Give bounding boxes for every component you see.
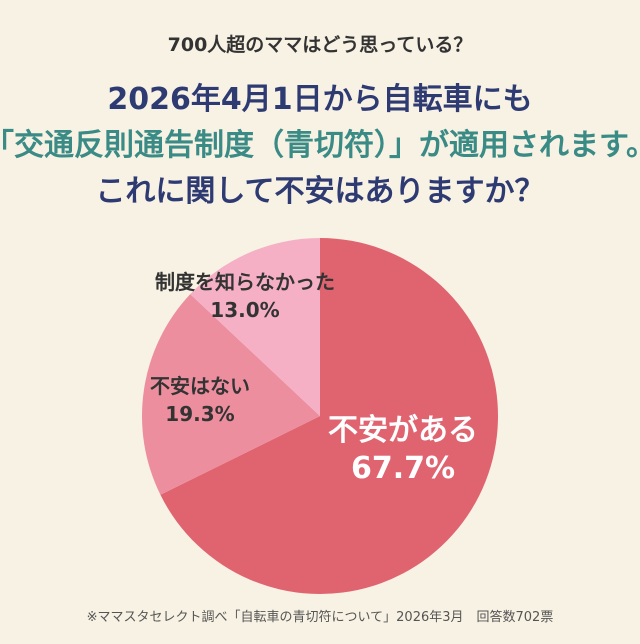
- survey-subtitle: 700人超のママはどう思っている？: [167, 34, 473, 56]
- title-line-2: 「交通反則通告制度（青切符）」が適用されます。: [0, 120, 640, 164]
- slice-label-not-anxious: 不安はない 19.3%: [130, 372, 270, 428]
- title-line-1: 2026年4月1日から自転車にも: [107, 82, 533, 117]
- slice-label-anxious-text: 不安がある: [328, 413, 478, 448]
- slice-label-anxious: 不安がある 67.7%: [318, 412, 488, 488]
- source-footnote: ※ママスタセレクト調べ「自転車の青切符について」2026年3月 回答数702票: [86, 610, 554, 625]
- title-line-3: これに関して不安はありますか？: [95, 174, 545, 209]
- slice-label-not-anxious-text: 不安はない: [150, 374, 250, 398]
- slice-label-anxious-value: 67.7%: [350, 451, 456, 486]
- pie-slice-unaware: [190, 238, 320, 416]
- slice-label-unaware: 制度を知らなかった 13.0%: [140, 268, 350, 324]
- slice-label-not-anxious-value: 19.3%: [165, 402, 235, 426]
- title-line-2-prefix: 「: [0, 128, 14, 163]
- slice-label-unaware-text: 制度を知らなかった: [155, 270, 335, 294]
- slice-label-unaware-value: 13.0%: [210, 298, 280, 322]
- title-line-2-highlight: 交通反則通告制度（青切符）: [14, 128, 389, 163]
- pie-slice-not-anxious: [142, 294, 320, 495]
- pie-slice-anxious: [160, 238, 499, 594]
- title-line-2-suffix: 」が適用されます。: [389, 128, 640, 163]
